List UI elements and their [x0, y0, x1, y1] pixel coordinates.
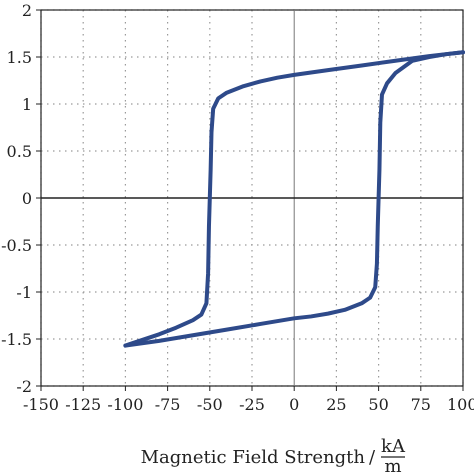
x-tick-label-5: -25: [239, 395, 265, 414]
y-tick-label-1: -1.5: [1, 330, 32, 349]
x-tick-label-4: -50: [197, 395, 223, 414]
x-axis-label-text: Magnetic Field Strength: [141, 447, 366, 468]
y-tick-label-3: -0.5: [1, 236, 32, 255]
y-tick-label-5: 0.5: [7, 142, 32, 161]
x-tick-label-10: 100: [447, 395, 474, 414]
x-tick-label-8: 50: [368, 395, 388, 414]
series-line-0: [123, 50, 465, 348]
x-axis-label: Magnetic Field Strength / kA m: [141, 436, 406, 474]
x-tick-labels: -150 -125 -100 -75 -50 -25 0 25 50 75 100: [23, 386, 474, 414]
x-tick-label-1: -125: [65, 395, 101, 414]
y-tick-label-7: 1.5: [7, 48, 32, 67]
x-axis-unit-numerator: kA: [381, 436, 406, 457]
x-tick-label-9: 75: [411, 395, 431, 414]
x-tick-label-3: -75: [155, 395, 181, 414]
y-tick-label-0: -2: [16, 377, 32, 396]
y-tick-label-8: 2: [22, 1, 32, 20]
x-axis-label-slash: /: [369, 447, 376, 468]
x-axis-unit-denominator: m: [384, 456, 401, 474]
x-tick-label-0: -150: [23, 395, 59, 414]
y-tick-label-2: -1: [16, 283, 32, 302]
x-tick-label-6: 0: [289, 395, 299, 414]
y-tick-labels: -2 -1.5 -1 -0.5 0 0.5 1 1.5 2: [1, 1, 41, 396]
series-group: [123, 50, 465, 348]
x-tick-label-2: -100: [107, 395, 143, 414]
series-line-1: [123, 50, 465, 348]
x-tick-label-7: 25: [326, 395, 346, 414]
axes: [40, 9, 464, 387]
y-tick-label-4: 0: [22, 189, 32, 208]
y-tick-label-6: 1: [22, 95, 32, 114]
